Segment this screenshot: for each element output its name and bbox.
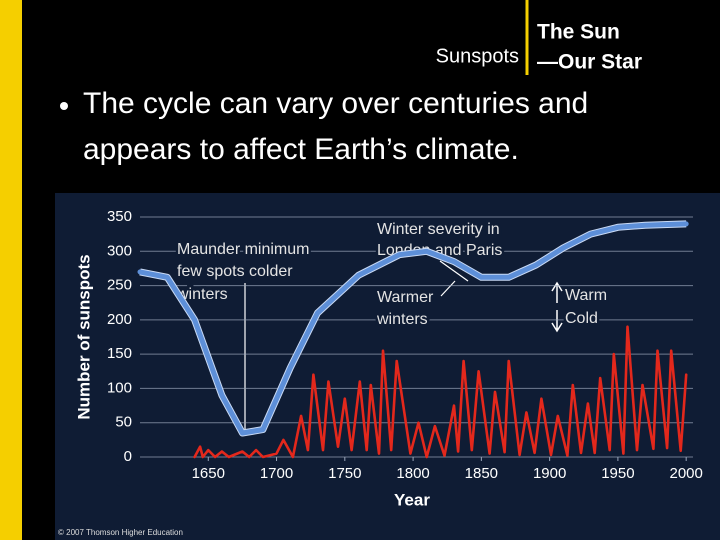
series-line [137,221,689,436]
annotation: Maunder minimum [177,241,309,258]
annotation: few spots colder [177,263,293,280]
leader-line [440,280,456,297]
y-tick-label: 0 [124,448,132,465]
x-tick-label: 1850 [465,465,498,482]
x-tick-label: 1950 [601,465,634,482]
x-tick-label: 1700 [260,465,293,482]
y-tick-label: 350 [107,208,132,225]
credit: © 2007 Thomson Higher Education [58,528,183,537]
bullet-dot [60,102,68,110]
x-tick-label: 1800 [396,465,429,482]
y-tick-label: 150 [107,345,132,362]
bullet-text: appears to affect Earth’s climate. [83,133,519,166]
x-axis-label: Year [394,490,430,509]
warm-arrow [551,281,563,303]
accent-bar [0,0,22,540]
annotation: winters [176,286,228,303]
bullet-text: The cycle can vary over centuries and [83,87,588,120]
annotation: Cold [565,310,598,327]
y-tick-label: 100 [107,379,132,396]
annotation: winters [376,311,428,328]
annotation: Warmer [377,289,434,306]
right-title: —Our Star [537,51,642,74]
x-tick-label: 1750 [328,465,361,482]
right-title: The Sun [537,21,620,44]
annotation: Warm [565,287,607,304]
x-tick-label: 2000 [669,465,702,482]
y-axis-label: Number of sunspots [74,254,93,419]
left-title: Sunspots [436,45,519,67]
series-line [193,325,688,459]
annotation: Winter severity in [377,221,500,238]
leader-line [439,260,469,282]
y-tick-label: 50 [115,414,132,431]
chart: Year Number of sunspots 0 50 100 150 200 250 3… [74,208,702,510]
y-tick-label: 300 [107,242,132,259]
x-tick-label: 1900 [533,465,566,482]
y-tick-label: 200 [107,311,132,328]
y-tick-label: 250 [107,277,132,294]
x-tick-label: 1650 [192,465,225,482]
